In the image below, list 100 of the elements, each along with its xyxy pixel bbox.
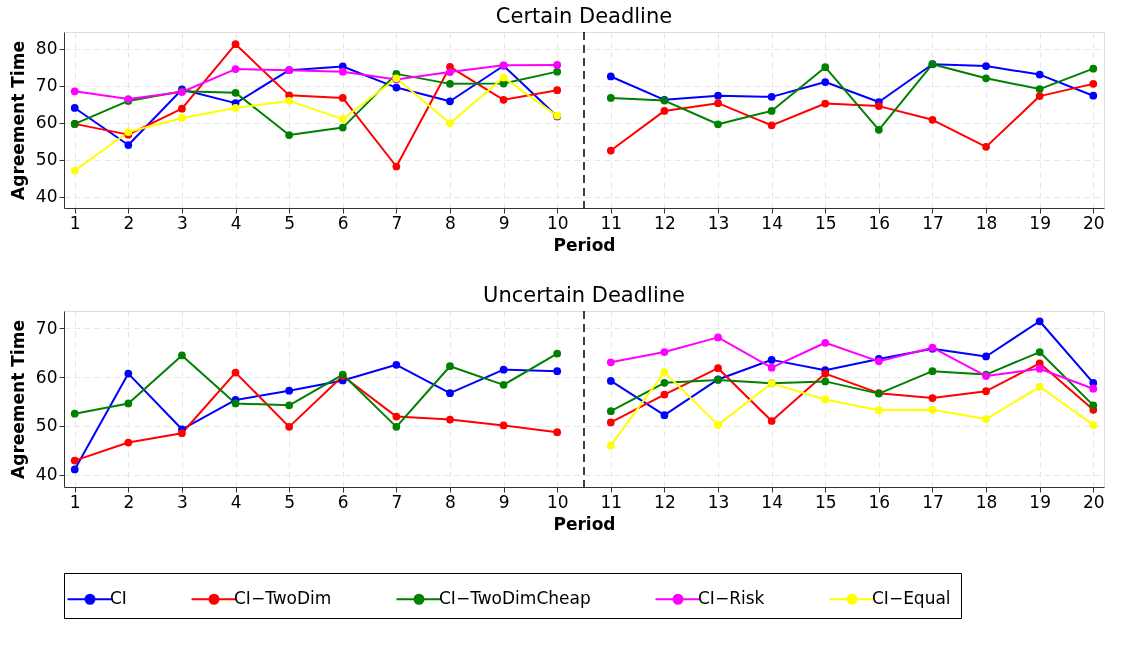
point xyxy=(1035,70,1044,79)
point xyxy=(70,104,79,112)
x-tick-label: 2 xyxy=(123,491,135,512)
point xyxy=(821,78,830,86)
point xyxy=(499,365,508,374)
point xyxy=(606,72,615,81)
x-tick-label: 6 xyxy=(337,212,349,233)
x-tick-label: 6 xyxy=(337,491,349,512)
point xyxy=(446,97,454,106)
point xyxy=(553,428,562,437)
point xyxy=(928,115,937,124)
x-tick-label: 5 xyxy=(284,212,296,233)
point xyxy=(338,67,347,76)
point xyxy=(446,119,454,128)
x-tick-label: 16 xyxy=(868,491,891,512)
point xyxy=(285,97,294,105)
y-axis-title: Agreement Time xyxy=(7,41,28,200)
y-tick-label: 40 xyxy=(35,186,58,207)
point xyxy=(1035,317,1044,326)
x-tick-label: 2 xyxy=(123,212,135,233)
x-tick-label: 19 xyxy=(1029,212,1051,233)
point xyxy=(928,405,937,414)
point xyxy=(231,88,240,97)
y-tick-label: 70 xyxy=(35,317,58,338)
point xyxy=(606,441,615,450)
point xyxy=(178,351,186,360)
point xyxy=(70,87,79,96)
x-tick-label: 3 xyxy=(177,212,188,233)
point xyxy=(1089,384,1098,393)
point xyxy=(231,104,240,112)
point xyxy=(767,107,776,115)
point xyxy=(1035,85,1044,93)
point xyxy=(1035,364,1044,373)
y-axis-title: Agreement Time xyxy=(7,320,28,479)
point xyxy=(928,394,937,402)
x-tick-label: 12 xyxy=(654,212,676,233)
point xyxy=(553,349,562,358)
point xyxy=(446,362,454,371)
x-tick-label: 16 xyxy=(868,212,891,233)
point xyxy=(285,401,294,410)
point xyxy=(499,380,508,389)
point xyxy=(874,406,883,415)
chart-title: Certain Deadline xyxy=(495,4,673,29)
x-tick-label: 20 xyxy=(1082,212,1105,233)
x-tick-label: 13 xyxy=(707,212,730,233)
point xyxy=(1089,80,1098,88)
point xyxy=(874,102,883,110)
point xyxy=(606,418,615,427)
point xyxy=(178,104,186,113)
x-tick-label: 1 xyxy=(69,491,81,512)
point xyxy=(285,386,294,395)
point xyxy=(1089,91,1098,100)
x-tick-label: 17 xyxy=(922,491,944,512)
point xyxy=(1089,401,1098,410)
legend-label: CI xyxy=(110,588,127,609)
legend-label: CI−Equal xyxy=(872,588,951,609)
point xyxy=(714,91,722,100)
point xyxy=(231,40,240,49)
y-tick-label: 40 xyxy=(35,464,58,485)
x-tick-label: 10 xyxy=(546,212,569,233)
point xyxy=(285,423,294,431)
point xyxy=(821,377,830,386)
point xyxy=(606,377,615,385)
point xyxy=(821,338,830,347)
legend-label: CI−TwoDimCheap xyxy=(439,588,591,609)
x-tick-label: 7 xyxy=(391,491,403,512)
point xyxy=(714,364,722,373)
point xyxy=(714,120,722,129)
point xyxy=(392,162,401,171)
point xyxy=(982,415,990,423)
point xyxy=(231,65,240,73)
point xyxy=(338,123,347,132)
point xyxy=(767,92,776,101)
point xyxy=(767,363,776,372)
x-tick-label: 17 xyxy=(922,212,944,233)
x-tick-label: 14 xyxy=(761,212,783,233)
point xyxy=(982,74,990,83)
x-tick-label: 19 xyxy=(1029,491,1051,512)
point xyxy=(499,95,508,104)
point xyxy=(606,358,615,367)
point xyxy=(982,387,990,396)
x-tick-label: 1 xyxy=(69,212,81,233)
point xyxy=(553,367,562,375)
x-tick-label: 13 xyxy=(707,491,730,512)
x-tick-label: 15 xyxy=(814,212,837,233)
point xyxy=(767,356,776,364)
x-axis-title: Period xyxy=(553,513,616,534)
point xyxy=(874,125,883,134)
point xyxy=(499,421,508,430)
point xyxy=(124,399,133,408)
point xyxy=(392,423,401,431)
x-tick-label: 3 xyxy=(177,491,188,512)
point xyxy=(178,429,186,438)
point xyxy=(553,86,562,95)
point xyxy=(231,399,240,408)
point xyxy=(70,456,79,465)
point xyxy=(446,389,454,397)
point xyxy=(124,369,133,378)
point xyxy=(178,114,186,122)
x-tick-label: 5 xyxy=(284,491,296,512)
